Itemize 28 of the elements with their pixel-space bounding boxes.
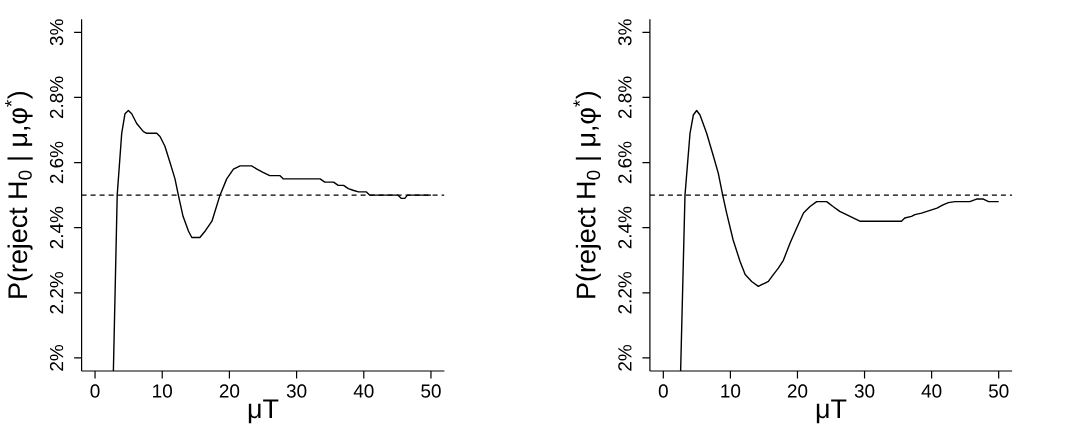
y-tick-label: 2.8%	[49, 76, 64, 119]
y-tick-label: 2.4%	[49, 206, 64, 249]
y-tick-label: 2.2%	[618, 271, 632, 314]
y-axis-title: P(reject H$_{0}$ | μ,φ$^{*}$)	[573, 91, 602, 298]
x-tick-label: 30	[286, 384, 307, 398]
y-tick-label: 3%	[618, 19, 632, 46]
x-tick-label: 0	[90, 384, 100, 398]
x-tick-label: 20	[219, 384, 240, 398]
y-tick-label: 2.2%	[49, 271, 64, 314]
x-tick-label: 10	[153, 384, 172, 398]
x-tick-label: 20	[787, 384, 808, 398]
y-tick-label: 2%	[49, 344, 64, 371]
x-axis-title: μT	[816, 399, 847, 424]
y-axis-title: P(reject H$_{0}$ | μ,φ$^{*}$)	[5, 91, 33, 298]
y-tick-label: 3%	[49, 19, 64, 46]
y-tick-label: 2.6%	[49, 141, 64, 184]
y-tick-label: 2.4%	[618, 206, 632, 249]
y-tick-label: 2.6%	[618, 141, 632, 184]
x-tick-label: 40	[353, 384, 374, 398]
y-tick-label: 2%	[618, 344, 632, 371]
x-tick-label: 10	[721, 384, 741, 398]
y-tick-label: 2.8%	[618, 76, 632, 119]
x-tick-label: 0	[658, 384, 668, 398]
x-tick-label: 50	[421, 384, 441, 398]
x-tick-label: 30	[854, 384, 875, 398]
x-tick-label: 40	[921, 384, 942, 398]
x-tick-label: 50	[988, 384, 1009, 398]
x-axis-title: μT	[248, 399, 279, 424]
